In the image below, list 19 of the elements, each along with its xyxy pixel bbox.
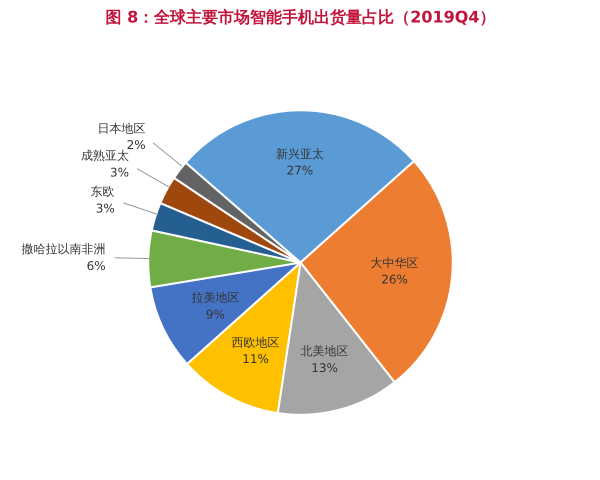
data-label: 27% xyxy=(286,164,314,178)
slice-label: 北美地区 xyxy=(300,344,349,358)
slice-label: 日本地区 xyxy=(98,121,146,136)
slice-label: 撒哈拉以南非洲 xyxy=(22,242,106,256)
slice-label: 西欧地区 xyxy=(232,335,280,350)
slice-label: 大中华区 xyxy=(370,256,419,270)
data-label: 3% xyxy=(110,165,130,180)
chart-title: 图 8：全球主要市场智能手机出货量占比（2019Q4） xyxy=(106,8,496,26)
data-label: 3% xyxy=(96,201,115,216)
data-label: 11% xyxy=(242,352,269,366)
data-label: 26% xyxy=(381,272,408,287)
slice-label: 成熟亚太 xyxy=(81,148,130,163)
slice-label: 新兴亚太 xyxy=(276,146,324,161)
slice-label: 拉美地区 xyxy=(191,290,240,304)
data-label: 9% xyxy=(206,307,225,322)
data-label: 6% xyxy=(86,258,106,273)
slice-label: 东欧 xyxy=(90,184,115,199)
data-label: 13% xyxy=(311,360,338,375)
data-label: 2% xyxy=(126,138,146,152)
